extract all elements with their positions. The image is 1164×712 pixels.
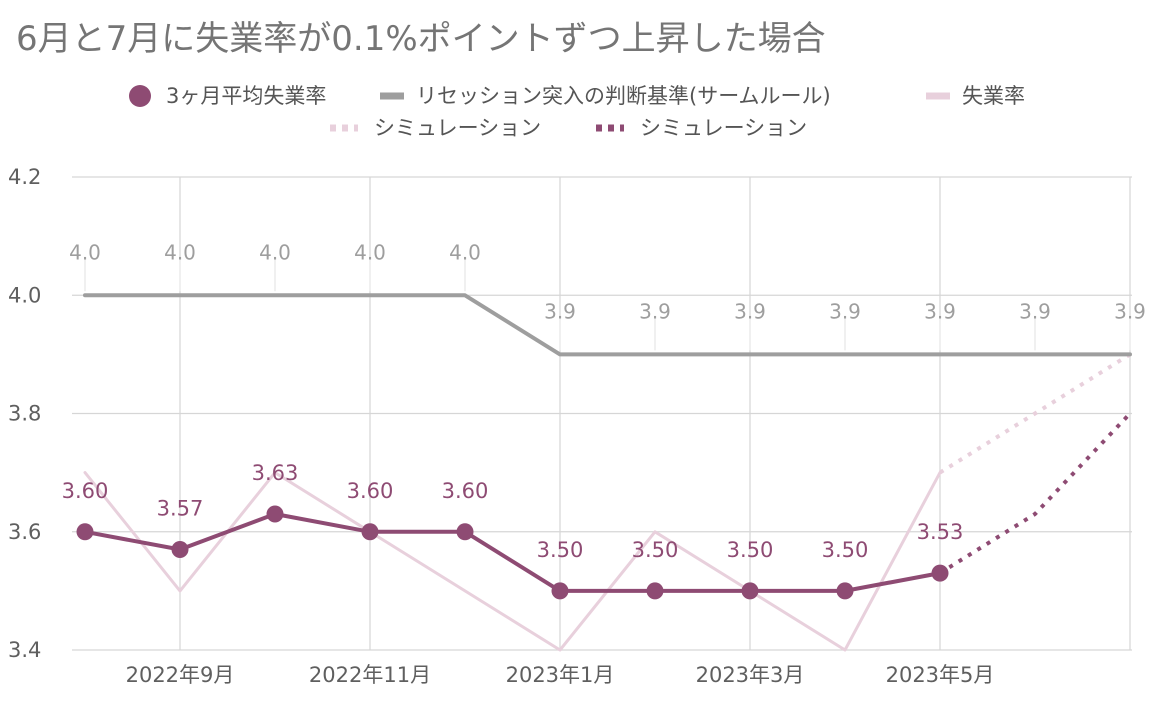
data-label-threshold: 4.0	[354, 240, 386, 264]
data-label-avg: 3.63	[252, 461, 299, 485]
legend-item-sim-rate[interactable]: シミュレーション	[330, 116, 541, 140]
series-line-threshold	[83, 293, 1132, 357]
point-avg	[171, 540, 189, 558]
point-avg	[931, 564, 949, 582]
legend-label-sim-rate: シミュレーション	[374, 116, 541, 140]
legend-item-avg[interactable]: 3ヶ月平均失業率	[129, 84, 326, 108]
data-label-avg: 3.60	[62, 479, 109, 503]
point-avg	[76, 523, 94, 541]
series-line-sim-rate	[938, 352, 1132, 475]
data-label-threshold: 4.0	[259, 240, 291, 264]
y-tick-label: 4.2	[8, 165, 41, 189]
data-label-threshold: 3.9	[544, 299, 576, 323]
legend-label-threshold: リセッション突入の判断基準(サームルール)	[416, 84, 831, 108]
point-avg	[646, 582, 664, 600]
y-axis: 3.4 3.6 3.8 4.0 4.2	[8, 165, 41, 662]
point-avg	[266, 505, 284, 523]
data-label-threshold: 3.9	[1019, 299, 1051, 323]
legend-item-sim-avg[interactable]: シミュレーション	[596, 116, 807, 140]
point-avg	[361, 523, 379, 541]
legend-label-rate: 失業率	[962, 84, 1025, 108]
series-layer	[76, 293, 1132, 652]
legend-marker-avg	[129, 85, 151, 107]
data-label-threshold: 3.9	[639, 299, 671, 323]
data-label-threshold: 3.9	[1114, 299, 1146, 323]
legend-label-sim-avg: シミュレーション	[640, 116, 807, 140]
point-avg	[836, 582, 854, 600]
x-tick-label: 2023年3月	[696, 663, 805, 687]
data-label-avg: 3.50	[537, 538, 584, 562]
legend: 3ヶ月平均失業率 リセッション突入の判断基準(サームルール) 失業率 シミュレー…	[129, 84, 1025, 140]
point-avg	[741, 582, 759, 600]
gridlines	[72, 176, 1132, 651]
y-tick-label: 3.4	[8, 638, 41, 662]
point-avg	[456, 523, 474, 541]
legend-item-threshold[interactable]: リセッション突入の判断基準(サームルール)	[380, 84, 831, 108]
data-label-threshold: 4.0	[69, 240, 101, 264]
y-tick-label: 4.0	[8, 283, 41, 307]
x-tick-label: 2023年5月	[886, 663, 995, 687]
x-axis: 2022年9月 2022年11月 2023年1月 2023年3月 2023年5月	[126, 663, 995, 687]
data-label-threshold: 4.0	[164, 240, 196, 264]
data-label-avg: 3.60	[347, 479, 394, 503]
legend-label-avg: 3ヶ月平均失業率	[166, 84, 326, 108]
x-tick-label: 2022年9月	[126, 663, 235, 687]
data-label-threshold: 3.9	[734, 299, 766, 323]
data-label-avg: 3.50	[822, 538, 869, 562]
series-line-avg	[83, 512, 942, 593]
data-label-avg: 3.57	[157, 496, 204, 520]
legend-item-rate[interactable]: 失業率	[926, 84, 1025, 108]
data-label-avg: 3.50	[727, 538, 774, 562]
data-label-threshold: 3.9	[829, 299, 861, 323]
y-tick-label: 3.6	[8, 520, 41, 544]
point-avg	[551, 582, 569, 600]
data-label-avg: 3.60	[442, 479, 489, 503]
x-tick-label: 2023年1月	[506, 663, 615, 687]
data-label-threshold: 4.0	[449, 240, 481, 264]
chart-title: 6月と7月に失業率が0.1%ポイントずつ上昇した場合	[16, 19, 826, 59]
x-tick-label: 2022年11月	[309, 663, 431, 687]
data-label-threshold: 3.9	[924, 299, 956, 323]
data-labels: 4.0 4.0 4.0 4.0 4.0 3.9 3.9 3.9 3.9 3.9 3.9 3.9 3.60…	[62, 240, 1146, 562]
series-line-sim-avg	[938, 412, 1132, 575]
data-label-avg: 3.53	[917, 520, 964, 544]
data-label-avg: 3.50	[632, 538, 679, 562]
y-tick-label: 3.8	[8, 402, 41, 426]
